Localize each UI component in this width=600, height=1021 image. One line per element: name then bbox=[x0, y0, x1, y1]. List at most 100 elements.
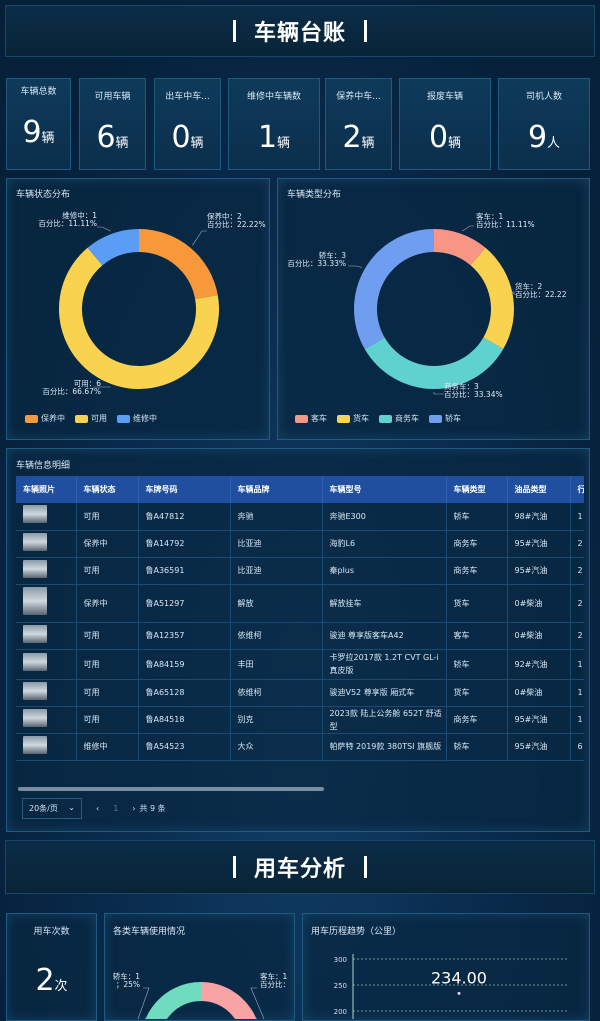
column-header[interactable]: 车辆类型 bbox=[446, 476, 508, 503]
stat-label: 报废车辆 bbox=[426, 92, 463, 102]
vehicle-photo[interactable] bbox=[16, 649, 77, 680]
table-cell: 95#汽油 bbox=[507, 706, 571, 734]
slice-label-text: 百分比：22.22 bbox=[515, 289, 567, 299]
unit: 辆 bbox=[361, 136, 375, 151]
pagination: 20条/页 ⌄ ‹ 1 › 共 9 条 bbox=[22, 798, 166, 819]
donut-slice[interactable] bbox=[87, 229, 139, 266]
data-point[interactable] bbox=[457, 991, 461, 995]
table-row[interactable]: 可用 鲁A65128 依维柯 骏迪V52 尊享版 厢式车 货车 0#柴油 1 bbox=[16, 679, 584, 707]
table-row[interactable]: 维修中 鲁A54523 大众 帕萨特 2019款 380TSI 旗舰版 轿车 95#汽油 6 bbox=[16, 733, 584, 761]
vehicle-photo[interactable] bbox=[16, 733, 77, 761]
column-header[interactable]: 车牌号码 bbox=[138, 476, 231, 503]
table-row[interactable]: 可用 鲁A47812 奔驰 奔驰E300 轿车 98#汽油 1 bbox=[16, 503, 584, 531]
vehicle-photo[interactable] bbox=[16, 679, 77, 707]
table-row[interactable]: 可用 鲁A36591 比亚迪 秦plus 商务车 95#汽油 2 bbox=[16, 557, 584, 585]
legend-label: 商务车 bbox=[395, 414, 419, 423]
legend-item[interactable]: 客车 bbox=[295, 413, 327, 424]
slice-label-text: 轿车：1 bbox=[113, 971, 140, 981]
table-row[interactable]: 可用 鲁A84159 丰田 卡罗拉2017款 1.2T CVT GL-i 真皮版 轿车 9… bbox=[16, 649, 584, 680]
table-cell: 帕萨特 2019款 380TSI 旗舰版 bbox=[322, 733, 447, 761]
donut-slice[interactable] bbox=[434, 229, 486, 266]
legend-item[interactable]: 维修中 bbox=[117, 413, 157, 424]
vehicle-photo[interactable] bbox=[16, 584, 77, 623]
table-header: 车辆照片 车辆状态 车牌号码 车辆品牌 车辆型号 车辆类型 油品类型行 bbox=[16, 476, 584, 503]
table-cell: 商务车 bbox=[446, 557, 508, 585]
vehicle-photo[interactable] bbox=[16, 622, 77, 650]
donut-slice[interactable] bbox=[470, 247, 514, 349]
vehicle-photo[interactable] bbox=[16, 530, 77, 558]
slice-label-text: 可用：6 bbox=[74, 379, 101, 388]
table-cell: 鲁A14792 bbox=[138, 530, 231, 558]
vehicle-photo[interactable] bbox=[16, 503, 77, 531]
table-cell: 可用 bbox=[76, 557, 139, 585]
table-cell: 商务车 bbox=[446, 706, 508, 734]
page-size-value: 20条/页 bbox=[29, 804, 58, 813]
table-row[interactable]: 保养中 鲁A14792 比亚迪 海豹L6 商务车 95#汽油 2 bbox=[16, 530, 584, 558]
table-row[interactable]: 可用 鲁A84518 别克 2023款 陆上公务舱 652T 舒适型 商务车 95#汽油 1 bbox=[16, 706, 584, 734]
slice-label-text: 百分比：11.11% bbox=[476, 219, 535, 229]
table-cell: 保养中 bbox=[76, 530, 139, 558]
table-cell: 1 bbox=[570, 706, 584, 734]
prev-page-button[interactable]: ‹ bbox=[96, 804, 100, 813]
table-cell: 可用 bbox=[76, 679, 139, 707]
table-cell: 比亚迪 bbox=[230, 530, 323, 558]
table-cell: 丰田 bbox=[230, 649, 323, 680]
legend-item[interactable]: 货车 bbox=[337, 413, 369, 424]
legend-swatch bbox=[117, 414, 130, 423]
chart-title: 用车历程趋势（公里） bbox=[311, 927, 402, 937]
column-header[interactable]: 车辆品牌 bbox=[230, 476, 323, 503]
legend-item[interactable]: 可用 bbox=[75, 413, 107, 424]
table-cell: 货车 bbox=[446, 584, 508, 623]
donut-slice[interactable] bbox=[201, 982, 261, 1019]
total-count: 共 9 条 bbox=[139, 804, 166, 813]
donut-slice[interactable] bbox=[141, 982, 201, 1019]
column-header[interactable]: 车辆照片 bbox=[16, 476, 77, 503]
donut-slice[interactable] bbox=[59, 247, 219, 389]
table-cell: 比亚迪 bbox=[230, 557, 323, 585]
donut-slice[interactable] bbox=[354, 229, 434, 349]
table-cell: 大众 bbox=[230, 733, 323, 761]
slice-label-text: 百分比：22.22% bbox=[207, 219, 266, 229]
stat-card: 报废车辆 0辆 bbox=[399, 78, 491, 170]
table-row[interactable]: 保养中 鲁A51297 解放 解放挂车 货车 0#柴油 2 bbox=[16, 584, 584, 623]
donut-slice[interactable] bbox=[364, 337, 504, 390]
column-header[interactable]: 车辆型号 bbox=[322, 476, 447, 503]
legend-item[interactable]: 商务车 bbox=[379, 413, 419, 424]
column-header[interactable]: 车辆状态 bbox=[76, 476, 139, 503]
table-cell: 解放挂车 bbox=[322, 584, 447, 623]
legend-swatch bbox=[337, 414, 350, 423]
table-cell: 骏迪 尊享版客车A42 bbox=[322, 622, 447, 650]
table-cell: 骏迪V52 尊享版 厢式车 bbox=[322, 679, 447, 707]
table-cell: 1 bbox=[570, 679, 584, 707]
column-header[interactable]: 油品类型 bbox=[507, 476, 571, 503]
table-cell: 1 bbox=[570, 649, 584, 680]
legend-item[interactable]: 保养中 bbox=[25, 413, 65, 424]
vehicle-photo[interactable] bbox=[16, 706, 77, 734]
table-cell: 2023款 陆上公务舱 652T 舒适型 bbox=[322, 706, 447, 734]
column-header[interactable]: 行 bbox=[570, 476, 584, 503]
chevron-down-icon: ⌄ bbox=[68, 803, 75, 812]
horizontal-scrollbar[interactable] bbox=[18, 787, 324, 791]
next-page-button[interactable]: › bbox=[132, 804, 136, 813]
stat-card: 保养中车... 2辆 bbox=[325, 78, 392, 170]
donut-slice[interactable] bbox=[139, 229, 218, 300]
vehicle-photo[interactable] bbox=[16, 557, 77, 585]
slice-label-text: 货车：2 bbox=[515, 281, 542, 291]
table-row[interactable]: 可用 鲁A12357 依维柯 骏迪 尊享版客车A42 客车 0#柴油 2 bbox=[16, 622, 584, 650]
stat-value: 0辆 bbox=[155, 120, 220, 155]
slice-label-text: 维修中：1 bbox=[62, 210, 97, 220]
legend-label: 货车 bbox=[353, 414, 369, 423]
value: 1 bbox=[257, 120, 278, 155]
slice-label-text: 轿车：3 bbox=[319, 250, 346, 260]
table-cell: 0#柴油 bbox=[507, 584, 571, 623]
page-number[interactable]: 1 bbox=[113, 804, 119, 813]
slice-label-text: 商务车：3 bbox=[444, 381, 479, 391]
stat-card: 出车中车... 0辆 bbox=[154, 78, 221, 170]
legend-item[interactable]: 轿车 bbox=[429, 413, 461, 424]
page-size-select[interactable]: 20条/页 ⌄ bbox=[22, 798, 82, 819]
legend-label: 客车 bbox=[311, 414, 327, 423]
table-title: 车辆信息明细 bbox=[16, 461, 71, 471]
